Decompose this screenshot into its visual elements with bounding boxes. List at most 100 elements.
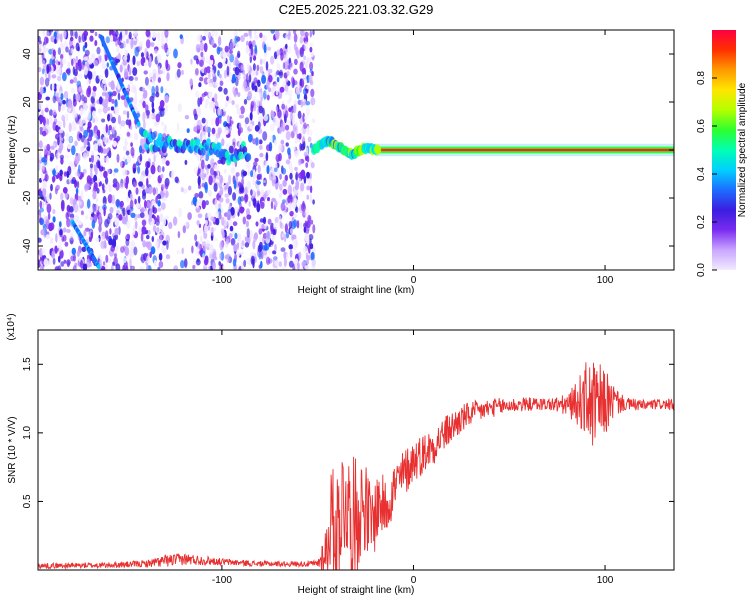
heatmap-cell [186, 128, 190, 134]
heatmap-cell [244, 117, 250, 125]
heatmap-cell [247, 170, 252, 176]
heatmap-cell [250, 255, 255, 265]
heatmap-cell [111, 98, 115, 104]
heatmap-cell [265, 61, 269, 71]
heatmap-cell [142, 111, 146, 122]
spectrogram-noise [38, 30, 316, 270]
heatmap-cell [258, 105, 264, 114]
heatmap-cell [112, 261, 115, 266]
heatmap-cell [196, 200, 200, 209]
heatmap-cell [225, 198, 230, 204]
y-tick-label: -40 [22, 238, 33, 253]
heatmap-cell [78, 164, 81, 175]
heatmap-cell [119, 183, 124, 189]
heatmap-cell [310, 251, 315, 261]
heatmap-cell [146, 200, 150, 209]
heatmap-cell [151, 200, 156, 205]
heatmap-cell [285, 231, 290, 239]
heatmap-cell [59, 133, 62, 142]
heatmap-cell [114, 227, 119, 236]
heatmap-cell [302, 112, 306, 123]
heatmap-cell [266, 43, 269, 48]
heatmap-cell [75, 93, 81, 102]
heatmap-cell [136, 202, 141, 209]
heatmap-cell [122, 168, 128, 177]
heatmap-cell [39, 264, 45, 270]
heatmap-cell [78, 35, 81, 43]
heatmap-cell [102, 136, 108, 142]
heatmap-cell [95, 237, 100, 243]
heatmap-cell [153, 259, 157, 267]
heatmap-cell [223, 168, 227, 174]
heatmap-cell [231, 73, 236, 84]
heatmap-cell [74, 155, 80, 165]
heatmap-cell [93, 59, 99, 67]
heatmap-cell [229, 120, 234, 125]
heatmap-cell [193, 126, 198, 133]
heatmap-cell [114, 252, 117, 259]
heatmap-cell [38, 61, 41, 66]
heatmap-cell [193, 55, 199, 61]
heatmap-cell [283, 257, 287, 267]
heatmap-cell [116, 153, 120, 163]
heatmap-cell [207, 226, 211, 231]
heatmap-cell [162, 240, 167, 246]
heatmap-cell [284, 83, 289, 93]
heatmap-cell [57, 75, 62, 82]
heatmap-cell [55, 184, 61, 190]
heatmap-cell [156, 215, 160, 223]
heatmap-cell [161, 157, 167, 165]
heatmap-cell [309, 68, 313, 74]
heatmap-cell [233, 89, 237, 97]
heatmap-cell [210, 226, 214, 237]
heatmap-cell [204, 224, 208, 234]
heatmap-cell [88, 206, 94, 215]
heatmap-cell [78, 118, 83, 127]
heatmap-cell [256, 64, 260, 72]
heatmap-cell [55, 59, 59, 64]
figure-title: C2E5.2025.221.03.32.G29 [279, 2, 434, 17]
heatmap-cell [274, 71, 277, 81]
heatmap-cell [235, 76, 239, 87]
heatmap-cell [262, 250, 268, 256]
heatmap-cell [135, 187, 139, 195]
heatmap-cell [303, 246, 308, 254]
heatmap-cell [271, 233, 275, 242]
heatmap-cell [84, 49, 90, 57]
heatmap-cell [263, 114, 268, 122]
heatmap-cell [242, 216, 246, 225]
heatmap-cell [293, 33, 298, 43]
heatmap-cell [74, 31, 78, 40]
heatmap-cell [87, 71, 93, 80]
heatmap-cell [224, 186, 227, 191]
heatmap-cell [268, 74, 273, 83]
heatmap-cell [112, 30, 116, 36]
heatmap-cell [151, 101, 155, 109]
heatmap-cell [171, 169, 175, 180]
heatmap-cell [100, 171, 103, 178]
heatmap-cell [214, 93, 218, 103]
heatmap-cell [89, 157, 92, 163]
heatmap-cell [146, 234, 150, 240]
heatmap-cell [177, 103, 182, 112]
heatmap-cell [138, 186, 142, 195]
heatmap-cell [294, 185, 299, 191]
heatmap-cell [89, 30, 95, 34]
heatmap-cell [303, 223, 306, 228]
heatmap-cell [146, 264, 149, 270]
heatmap-cell [202, 131, 207, 138]
heatmap-cell [125, 265, 129, 270]
heatmap-cell [299, 36, 304, 44]
heatmap-cell [309, 193, 313, 203]
heatmap-cell [39, 207, 44, 213]
spectrogram-y-ticks: -40 -20 0 20 40 [22, 48, 674, 253]
heatmap-cell [51, 74, 57, 79]
heatmap-cell [214, 101, 219, 107]
heatmap-cell [112, 140, 117, 147]
heatmap-cell [106, 62, 110, 68]
heatmap-cell [46, 203, 52, 214]
heatmap-cell [144, 48, 148, 58]
heatmap-cell [115, 58, 121, 63]
heatmap-cell [100, 240, 105, 250]
snr-y-scale-label: (x10⁴) [6, 313, 17, 340]
